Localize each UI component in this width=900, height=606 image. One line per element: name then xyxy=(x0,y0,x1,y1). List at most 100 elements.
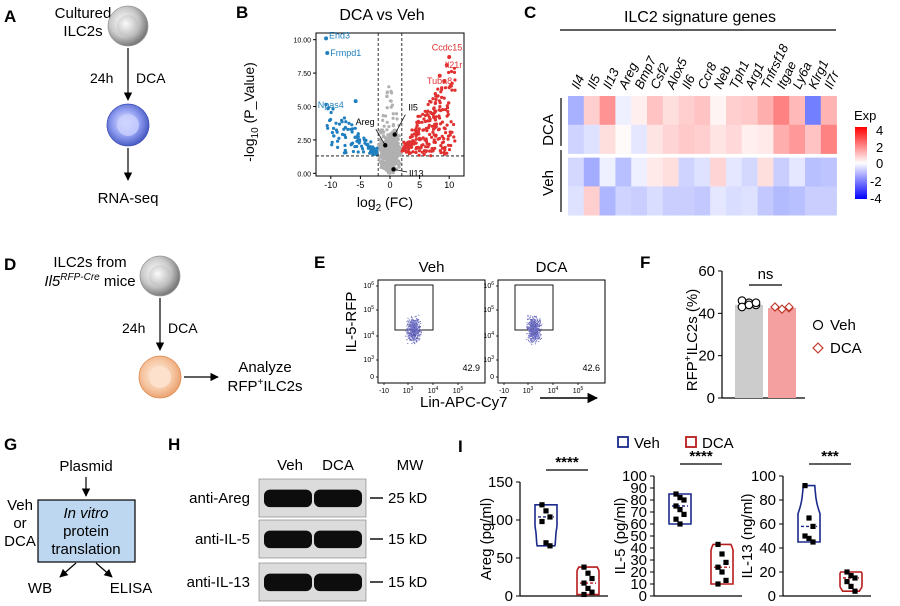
i-data-point xyxy=(810,539,816,545)
e-event-dot xyxy=(409,329,411,331)
e-event-dot xyxy=(409,339,411,341)
b-point-down xyxy=(334,128,339,132)
f-ytick-label: 40 xyxy=(698,305,715,322)
e-event-dot xyxy=(417,337,419,339)
svg-text:-log10 (P_Value): -log10 (P_Value) xyxy=(241,62,261,162)
i-ytick-label: 20 xyxy=(759,564,776,581)
g-plasmid: Plasmid xyxy=(59,458,112,475)
e-event-dot xyxy=(529,318,531,321)
b-point-up xyxy=(450,88,454,92)
b-point-down xyxy=(364,138,368,142)
e-event-dot xyxy=(532,321,534,323)
i-ytick-label: 100 xyxy=(622,468,647,485)
c-heatmap-cell xyxy=(773,186,790,216)
e-event-dot xyxy=(410,336,413,338)
b-point-ns xyxy=(387,148,391,152)
b-point-up xyxy=(442,79,446,83)
e-event-dot xyxy=(533,331,535,333)
i-data-point xyxy=(581,564,587,570)
i-ytick-label: 100 xyxy=(751,468,776,485)
b-point-up xyxy=(428,119,432,123)
i-data-point xyxy=(810,523,816,529)
b-point-up xyxy=(415,124,419,128)
i-ytick-label: 40 xyxy=(630,540,647,557)
e-ytick-label: 103 xyxy=(483,355,494,364)
e-event-dot xyxy=(536,340,538,342)
b-gene-label-il5: Il5 xyxy=(408,103,418,113)
e-event-dot xyxy=(540,334,542,336)
b-point-ns xyxy=(390,91,394,95)
e-event-dot xyxy=(538,330,540,332)
e-event-dot xyxy=(528,326,530,328)
e-event-dot xyxy=(410,332,413,334)
e-event-dot xyxy=(539,318,541,320)
e-ytick-label: 0 xyxy=(490,374,494,381)
b-point-up xyxy=(437,99,442,103)
e-xtick-label: 103 xyxy=(523,386,534,395)
i-violin-dca xyxy=(576,566,600,596)
i-data-point xyxy=(585,570,591,576)
b-point-up xyxy=(446,134,451,138)
e-event-dot xyxy=(538,334,540,336)
b-point-up xyxy=(423,113,428,118)
b-point-down xyxy=(346,127,350,131)
e-event-dot xyxy=(534,343,536,345)
e-event-dot xyxy=(412,341,414,343)
b-point-ns xyxy=(392,152,396,156)
e-xtick-label: -10 xyxy=(379,388,389,395)
b-point-up xyxy=(440,146,445,150)
b-xlabel: log2 (FC) xyxy=(357,194,413,214)
f-chart: 0 20 40 60 ns xyxy=(698,263,805,407)
e-event-dot xyxy=(408,337,410,339)
b-point-up xyxy=(447,70,451,75)
b-point-down xyxy=(353,126,357,130)
e-event-dot xyxy=(416,323,418,325)
e-event-dot xyxy=(533,321,535,323)
b-point-up xyxy=(426,126,431,130)
c-heatmap-cell xyxy=(726,186,743,216)
b-point-up xyxy=(433,124,437,128)
b-point-up xyxy=(402,140,406,144)
e-event-dot xyxy=(407,329,409,332)
f-bar-veh xyxy=(735,304,763,398)
e-event-dot xyxy=(415,330,417,332)
c-heatmap-cell xyxy=(741,124,758,154)
c-heatmap-cell xyxy=(615,157,632,187)
b-point-down xyxy=(342,116,346,120)
i-sig-label: **** xyxy=(689,448,713,465)
e-event-dot xyxy=(531,320,534,322)
c-heatmap-cell xyxy=(568,186,585,216)
e-event-dot xyxy=(417,336,419,338)
i-data-point xyxy=(673,503,679,509)
a-top-line1: Cultured xyxy=(55,5,112,22)
i-ylabel: IL-5 (pg/ml) xyxy=(612,498,629,575)
b-point-ns xyxy=(387,85,391,89)
e-event-dot xyxy=(414,343,416,345)
c-heatmap-cell xyxy=(583,96,600,126)
c-heatmap-cell xyxy=(773,124,790,154)
c-heatmap-cell xyxy=(789,124,806,154)
b-point-ns xyxy=(378,137,382,141)
e-event-dot xyxy=(539,321,541,323)
e-event-dot xyxy=(532,334,534,336)
i-ytick-label: 100 xyxy=(488,512,513,529)
b-point-up xyxy=(418,114,422,118)
b-point-ns xyxy=(391,145,395,149)
i-data-point xyxy=(677,495,683,501)
e-event-dot xyxy=(538,328,540,330)
c-heatmap-cell xyxy=(662,186,679,216)
e-event-dot xyxy=(411,342,413,344)
e-event-dot xyxy=(415,327,417,329)
e-event-dot xyxy=(536,328,538,330)
b-point-ns xyxy=(383,153,387,157)
b-point-ns xyxy=(385,128,389,132)
e-event-dot xyxy=(528,329,530,331)
f-legend-dca-marker xyxy=(812,342,824,354)
e-event-dot xyxy=(530,321,533,323)
f-ylabel: RFP+ILC2s (%) xyxy=(683,289,701,392)
c-heatmap-cell xyxy=(820,124,837,154)
e-event-dot xyxy=(414,316,416,318)
d-top-line1: ILC2s from xyxy=(53,254,126,271)
b-point-up xyxy=(428,99,432,103)
i-ytick-label: 60 xyxy=(759,516,776,533)
